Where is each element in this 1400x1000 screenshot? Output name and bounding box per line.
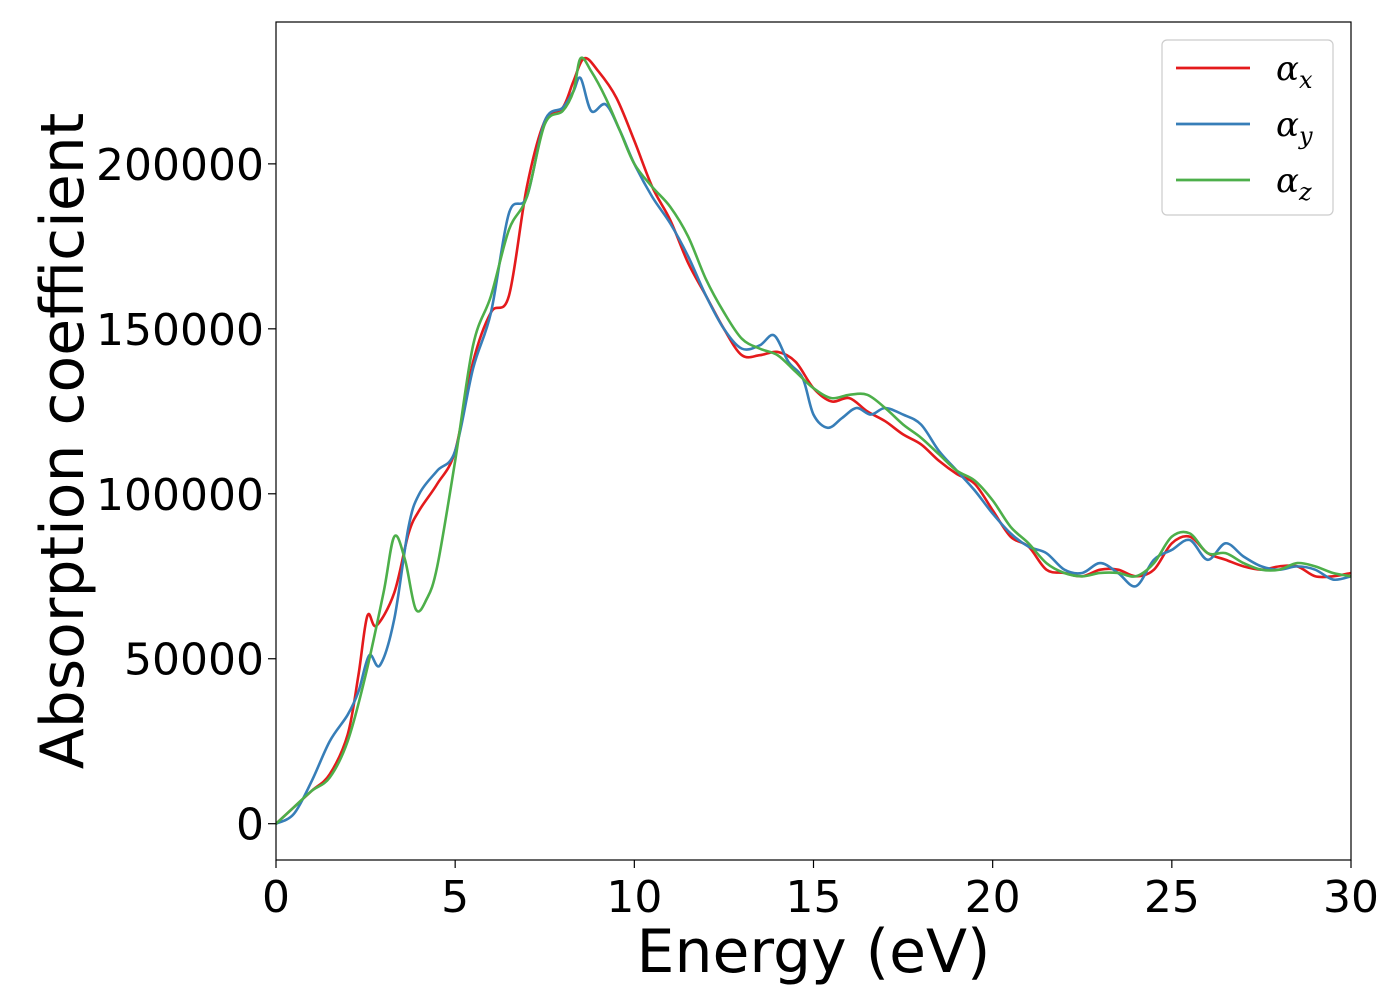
series-line-y — [276, 76, 1351, 826]
legend-label: αx — [1276, 49, 1313, 94]
legend-label: αy — [1276, 105, 1313, 150]
legend-box — [1161, 39, 1334, 216]
x-tick-label: 10 — [606, 872, 662, 923]
x-tick-label: 20 — [965, 872, 1021, 923]
y-tick-label: 200000 — [96, 140, 264, 191]
y-tick-label: 0 — [236, 800, 264, 851]
y-tick-label: 100000 — [96, 470, 264, 521]
legend-item-z: αz — [1176, 161, 1312, 206]
x-tick-label: 0 — [262, 872, 290, 923]
x-tick-label: 15 — [786, 872, 842, 923]
y-tick-label: 50000 — [124, 635, 264, 686]
x-axis-title: Energy (eV) — [637, 917, 991, 987]
y-axis-title: Absorption coefficient — [28, 113, 98, 770]
legend: αx αy αz — [1161, 39, 1334, 216]
series-line-x — [276, 56, 1351, 826]
legend-item-y: αy — [1176, 105, 1313, 150]
y-tick-label: 150000 — [96, 305, 264, 356]
x-tick-label: 5 — [441, 872, 469, 923]
x-tick-label: 30 — [1323, 872, 1379, 923]
x-tick-label: 25 — [1144, 872, 1200, 923]
series-lines — [276, 56, 1351, 826]
legend-label: αz — [1276, 161, 1312, 206]
legend-item-x: αx — [1176, 49, 1313, 94]
series-line-z — [276, 56, 1351, 826]
axis-ticks: 0 5 10 15 20 25 30 0 50000 100000 150000 200000 — [96, 140, 1379, 923]
